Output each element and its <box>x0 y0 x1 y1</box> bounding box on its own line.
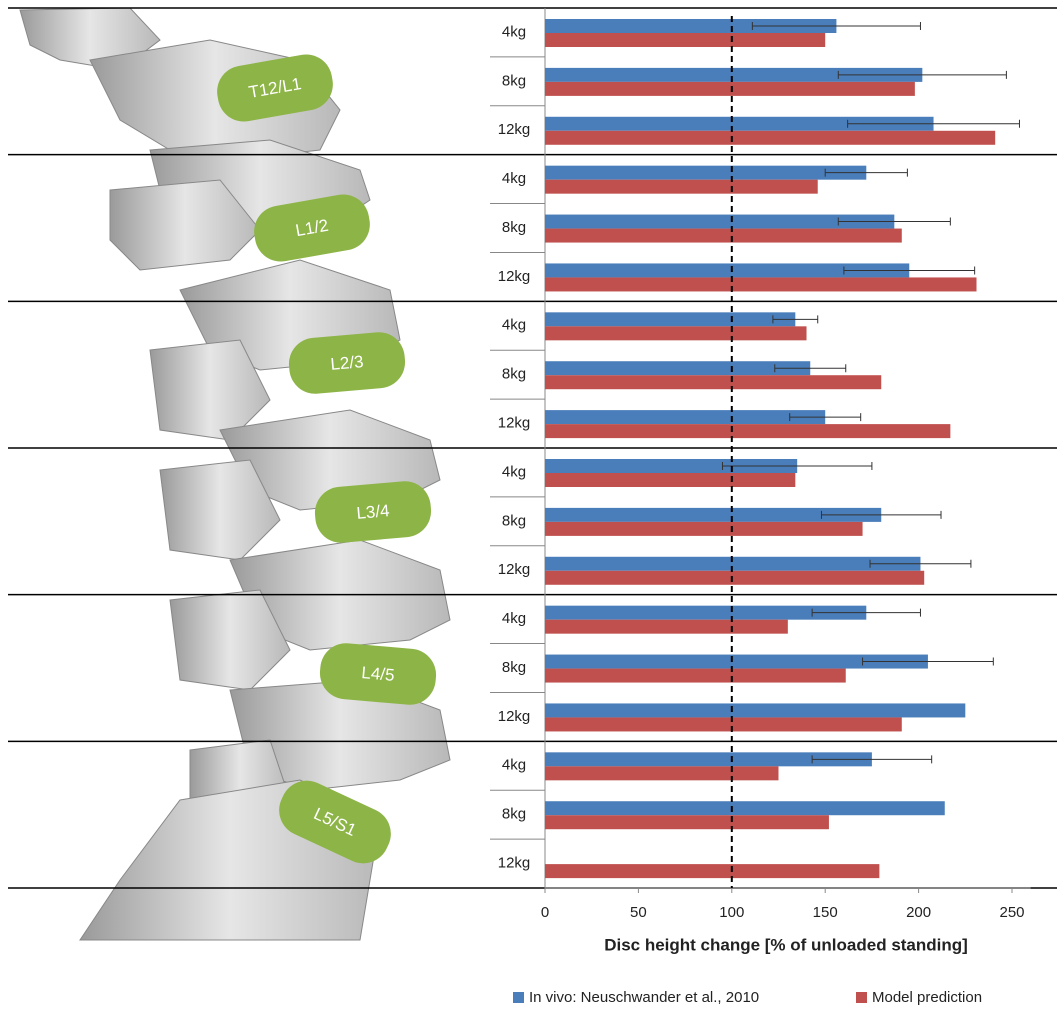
y-tick-label: 12kg <box>498 708 531 725</box>
bar <box>545 361 811 376</box>
error-bar <box>772 315 819 324</box>
bar <box>545 766 779 781</box>
disc-pill <box>288 332 406 394</box>
bar <box>545 277 977 292</box>
legend-label: In vivo: Neuschwander et al., 2010 <box>529 989 759 1006</box>
error-bar <box>862 657 994 666</box>
y-tick-label: 4kg <box>502 463 526 480</box>
error-bar <box>811 608 921 617</box>
error-bar <box>820 510 942 519</box>
disc-label: L4/5 <box>319 643 437 705</box>
bar <box>545 570 925 585</box>
y-tick-label: 4kg <box>502 170 526 187</box>
bar <box>545 459 798 473</box>
disc-label: L1/2 <box>254 194 370 262</box>
y-tick-label: 4kg <box>502 23 526 40</box>
disc-label-text: L4/5 <box>361 663 396 685</box>
error-bar <box>843 266 976 275</box>
bar <box>545 410 826 425</box>
disc-label-text: L2/3 <box>330 352 365 374</box>
disc-pill <box>279 780 391 864</box>
y-tick-label: 12kg <box>498 121 531 138</box>
legend-swatch <box>856 992 867 1003</box>
y-tick-label: 4kg <box>502 317 526 334</box>
bar <box>545 67 923 82</box>
plot: 0 50 100 150 200 250 Disc height change [% of … <box>8 7 1057 1006</box>
error-bar <box>824 168 908 177</box>
bar <box>545 33 826 47</box>
error-bar <box>837 217 951 226</box>
y-tick-label: 8kg <box>502 659 526 676</box>
y-tick-label: 8kg <box>502 512 526 529</box>
disc-label-text: L3/4 <box>356 501 391 523</box>
x-tick-label: 50 <box>630 904 647 921</box>
error-bar <box>811 755 933 764</box>
bar <box>545 668 846 683</box>
x-tick-label: 250 <box>999 904 1024 921</box>
bar <box>545 801 945 816</box>
error-bar <box>751 22 921 30</box>
bar <box>545 815 829 830</box>
bar <box>545 130 996 145</box>
error-bar <box>789 413 862 422</box>
disc-pill <box>217 54 333 122</box>
bar <box>545 81 915 96</box>
x-tick-label: 100 <box>719 904 744 921</box>
bar <box>545 654 928 669</box>
legend-swatch <box>513 992 524 1003</box>
y-tick-label: 12kg <box>498 561 531 578</box>
bar <box>545 19 837 33</box>
y-tick-label: 12kg <box>498 855 531 872</box>
error-bar <box>774 364 847 373</box>
y-tick-label: 12kg <box>498 268 531 285</box>
bar <box>545 556 921 571</box>
disc-label: T12/L1 <box>217 54 333 122</box>
y-tick-label: 4kg <box>502 757 526 774</box>
x-axis-title: Disc height change [% of unloaded standi… <box>604 935 968 954</box>
bar <box>545 703 966 718</box>
error-bar <box>869 559 972 568</box>
bar <box>545 521 863 536</box>
x-tick-label: 150 <box>813 904 838 921</box>
error-bar <box>837 70 1007 79</box>
disc-label: L5/S1 <box>279 780 391 864</box>
bar <box>545 507 882 522</box>
spine-illustration <box>19 7 451 941</box>
bar <box>545 473 796 487</box>
bar <box>545 326 807 341</box>
disc-label: L2/3 <box>288 332 406 394</box>
y-tick-label: 8kg <box>502 366 526 383</box>
bar <box>545 375 882 390</box>
bar <box>545 717 902 732</box>
bar <box>545 424 951 439</box>
bar <box>545 864 880 879</box>
error-bar <box>721 462 873 470</box>
bar <box>545 263 910 278</box>
y-tick-label: 8kg <box>502 219 526 236</box>
bar <box>545 619 788 634</box>
disc-pill <box>254 194 370 262</box>
disc-pill <box>314 481 432 543</box>
bar <box>545 312 796 327</box>
y-tick-label: 4kg <box>502 610 526 627</box>
error-bar <box>847 119 1020 128</box>
bar <box>545 752 872 767</box>
disc-labels: T12/L1 L1/2 L2/3 L3/4 L4/5 L5/S1 <box>217 54 437 864</box>
x-tick-label: 0 <box>541 904 549 921</box>
bar <box>545 116 934 131</box>
bar <box>545 228 902 243</box>
y-tick-label: 8kg <box>502 806 526 823</box>
bar <box>545 165 867 180</box>
y-tick-label: 8kg <box>502 72 526 89</box>
bar <box>545 605 867 620</box>
x-tick-label: 200 <box>906 904 931 921</box>
disc-label: L3/4 <box>314 481 432 543</box>
bar <box>545 214 895 229</box>
bar <box>545 179 818 194</box>
y-tick-label: 12kg <box>498 415 531 432</box>
disc-pill <box>319 643 437 705</box>
legend-label: Model prediction <box>872 989 982 1006</box>
